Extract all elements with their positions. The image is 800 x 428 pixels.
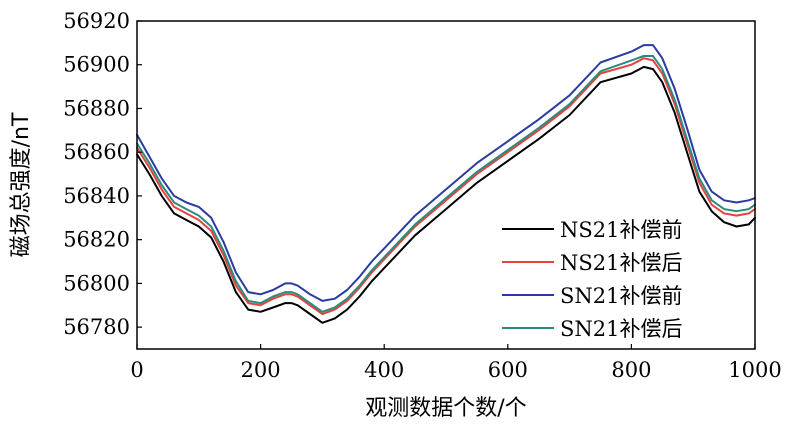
legend: NS21补偿前 NS21补偿后 SN21补偿前 SN21补偿后 — [502, 218, 682, 341]
legend-label-2: NS21补偿后 — [560, 251, 682, 275]
y-tick-label: 56780 — [63, 315, 130, 339]
series-line-4 — [136, 55, 756, 313]
x-tick-label: 600 — [488, 358, 528, 382]
y-tick-label: 56920 — [63, 9, 130, 33]
series-line-3 — [136, 44, 756, 302]
y-tick-label: 56880 — [63, 96, 130, 120]
x-tick-label: 1000 — [728, 358, 781, 382]
series-layer — [136, 44, 756, 324]
series-line-1 — [136, 65, 756, 324]
series-line-2 — [136, 57, 756, 315]
y-tick-label: 56900 — [63, 53, 130, 77]
legend-label-4: SN21补偿后 — [560, 317, 682, 341]
x-tick-label: 800 — [611, 358, 651, 382]
x-tick-label: 0 — [130, 358, 143, 382]
legend-label-1: NS21补偿前 — [560, 218, 682, 242]
plot-area-frame — [136, 20, 756, 350]
x-tick-label: 400 — [364, 358, 404, 382]
legend-label-3: SN21补偿前 — [560, 284, 682, 308]
x-axis: 0 200 400 600 800 1000 — [130, 344, 782, 382]
y-axis: 56780 56800 56820 56840 56860 56880 56900 56920 — [63, 9, 142, 339]
y-tick-label: 56860 — [63, 140, 130, 164]
x-tick-label: 200 — [241, 358, 281, 382]
x-axis-title: 观测数据个数/个 — [365, 396, 526, 421]
y-axis-title: 磁场总强度/nT — [9, 112, 34, 257]
y-tick-label: 56800 — [63, 271, 130, 295]
y-tick-label: 56820 — [63, 228, 130, 252]
y-tick-label: 56840 — [63, 184, 130, 208]
